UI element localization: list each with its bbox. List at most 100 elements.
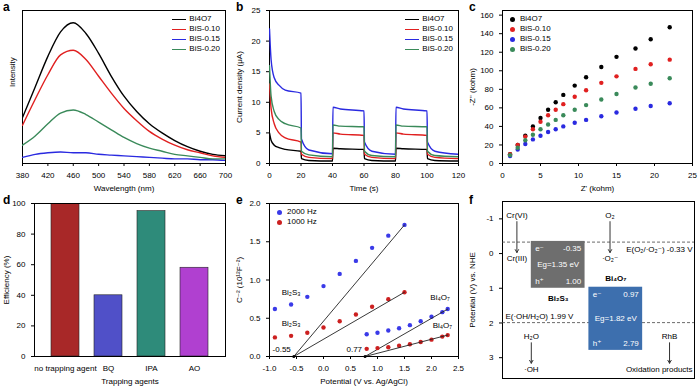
- svg-text:AO: AO: [189, 364, 201, 373]
- svg-text:e⁻: e⁻: [535, 244, 544, 253]
- svg-text:1.0: 1.0: [249, 276, 261, 285]
- svg-text:0: 0: [489, 249, 494, 258]
- svg-text:25: 25: [252, 6, 261, 15]
- svg-text:2.79: 2.79: [623, 339, 639, 348]
- svg-text:0: 0: [256, 159, 261, 168]
- svg-text:Bi₄O₇: Bi₄O₇: [430, 293, 450, 302]
- svg-text:10: 10: [252, 98, 261, 107]
- svg-text:420: 420: [41, 171, 55, 180]
- svg-text:10: 10: [574, 171, 583, 180]
- svg-text:IPA: IPA: [145, 364, 158, 373]
- svg-text:0: 0: [267, 171, 272, 180]
- svg-text:0.0: 0.0: [318, 364, 330, 373]
- svg-text:60: 60: [360, 171, 369, 180]
- svg-text:20: 20: [252, 37, 261, 46]
- svg-text:580: 580: [143, 171, 157, 180]
- svg-text:1.00: 1.00: [566, 277, 582, 286]
- svg-text:40: 40: [328, 171, 337, 180]
- svg-text:-0.35: -0.35: [563, 244, 582, 253]
- svg-text:Potential (V vs. Ag/AgCl): Potential (V vs. Ag/AgCl): [320, 377, 408, 386]
- svg-text:Cr(III): Cr(III): [507, 254, 528, 263]
- svg-text:Intensity: Intensity: [8, 57, 17, 87]
- svg-text:Current density (μA): Current density (μA): [235, 51, 244, 123]
- svg-text:3: 3: [489, 353, 494, 362]
- svg-text:O₂: O₂: [605, 211, 614, 220]
- svg-text:Bi₄O₇: Bi₄O₇: [605, 274, 626, 283]
- svg-text:Bi₂S₃: Bi₂S₃: [282, 288, 301, 297]
- svg-text:60: 60: [485, 103, 494, 112]
- svg-text:Potential (V) vs. NHE: Potential (V) vs. NHE: [468, 252, 477, 328]
- svg-text:Wavelength (nm): Wavelength (nm): [94, 184, 155, 193]
- svg-text:0.5: 0.5: [249, 314, 261, 323]
- svg-text:0: 0: [500, 171, 505, 180]
- svg-text:20: 20: [297, 171, 306, 180]
- svg-text:-Z'' (kohm): -Z'' (kohm): [468, 68, 477, 106]
- svg-text:RhB: RhB: [662, 332, 678, 341]
- svg-text:-1.0: -1.0: [263, 364, 277, 373]
- svg-text:e⁻: e⁻: [593, 290, 602, 299]
- svg-text:no trapping agent: no trapping agent: [34, 364, 97, 373]
- svg-text:h⁺: h⁺: [593, 339, 602, 348]
- svg-text:40: 40: [17, 291, 26, 300]
- svg-text:-1: -1: [486, 214, 494, 223]
- svg-text:C⁻² (10¹²F⁻²): C⁻² (10¹²F⁻²): [235, 257, 244, 304]
- svg-text:BQ: BQ: [103, 364, 115, 373]
- svg-text:80: 80: [17, 230, 26, 239]
- svg-text:25: 25: [688, 171, 697, 180]
- svg-text:380: 380: [16, 171, 30, 180]
- svg-text:0.0: 0.0: [249, 352, 261, 361]
- svg-text:E(·OH/H₂O) 1.99 V: E(·OH/H₂O) 1.99 V: [505, 312, 574, 321]
- svg-text:0.97: 0.97: [623, 290, 639, 299]
- svg-text:2.5: 2.5: [453, 364, 465, 373]
- svg-text:80: 80: [391, 171, 400, 180]
- svg-text:h⁺: h⁺: [535, 277, 544, 286]
- svg-text:·O₂⁻: ·O₂⁻: [602, 254, 618, 263]
- svg-text:140: 140: [480, 29, 494, 38]
- svg-text:1.5: 1.5: [249, 237, 261, 246]
- svg-text:Cr(VI): Cr(VI): [506, 211, 528, 220]
- svg-text:1: 1: [489, 284, 494, 293]
- svg-text:100: 100: [480, 66, 494, 75]
- svg-text:2.0: 2.0: [249, 199, 261, 208]
- svg-text:500: 500: [92, 171, 106, 180]
- svg-text:Z' (kohm): Z' (kohm): [581, 184, 615, 193]
- svg-text:-0.55: -0.55: [273, 345, 292, 354]
- svg-text:1.5: 1.5: [399, 364, 411, 373]
- svg-text:0: 0: [489, 159, 494, 168]
- svg-text:15: 15: [612, 171, 621, 180]
- svg-text:80: 80: [485, 85, 494, 94]
- svg-text:120: 120: [452, 171, 466, 180]
- svg-text:0.77: 0.77: [347, 345, 363, 354]
- svg-text:5: 5: [538, 171, 543, 180]
- svg-text:700: 700: [219, 171, 233, 180]
- svg-text:620: 620: [168, 171, 182, 180]
- svg-text:Eg=1.35 eV: Eg=1.35 eV: [537, 260, 580, 269]
- svg-text:Eg=1.82 eV: Eg=1.82 eV: [595, 314, 638, 323]
- svg-text:460: 460: [67, 171, 81, 180]
- svg-text:Bi₄O₇: Bi₄O₇: [433, 321, 453, 330]
- svg-text:-0.5: -0.5: [290, 364, 304, 373]
- svg-text:Trapping agents: Trapping agents: [101, 377, 159, 386]
- svg-text:·OH: ·OH: [524, 365, 539, 374]
- svg-text:100: 100: [12, 199, 26, 208]
- svg-text:20: 20: [650, 171, 659, 180]
- svg-text:Efficiency (%): Efficiency (%): [2, 255, 11, 304]
- svg-text:2: 2: [489, 319, 494, 328]
- svg-text:Bi₂S₃: Bi₂S₃: [548, 294, 569, 303]
- svg-text:0.5: 0.5: [345, 364, 357, 373]
- svg-text:1.0: 1.0: [372, 364, 384, 373]
- svg-text:E(O₂/·O₂⁻) -0.33 V: E(O₂/·O₂⁻) -0.33 V: [626, 245, 693, 254]
- svg-text:H₂O: H₂O: [524, 332, 539, 341]
- svg-text:60: 60: [17, 260, 26, 269]
- svg-text:Bi₂S₃: Bi₂S₃: [282, 319, 301, 328]
- svg-text:20: 20: [485, 141, 494, 150]
- svg-text:2.0: 2.0: [426, 364, 438, 373]
- svg-text:Oxidation products: Oxidation products: [626, 365, 693, 374]
- svg-text:0: 0: [21, 352, 26, 361]
- svg-text:5: 5: [256, 128, 261, 137]
- svg-text:660: 660: [193, 171, 207, 180]
- svg-text:120: 120: [480, 48, 494, 57]
- svg-text:100: 100: [420, 171, 434, 180]
- svg-text:540: 540: [117, 171, 131, 180]
- svg-text:40: 40: [485, 122, 494, 131]
